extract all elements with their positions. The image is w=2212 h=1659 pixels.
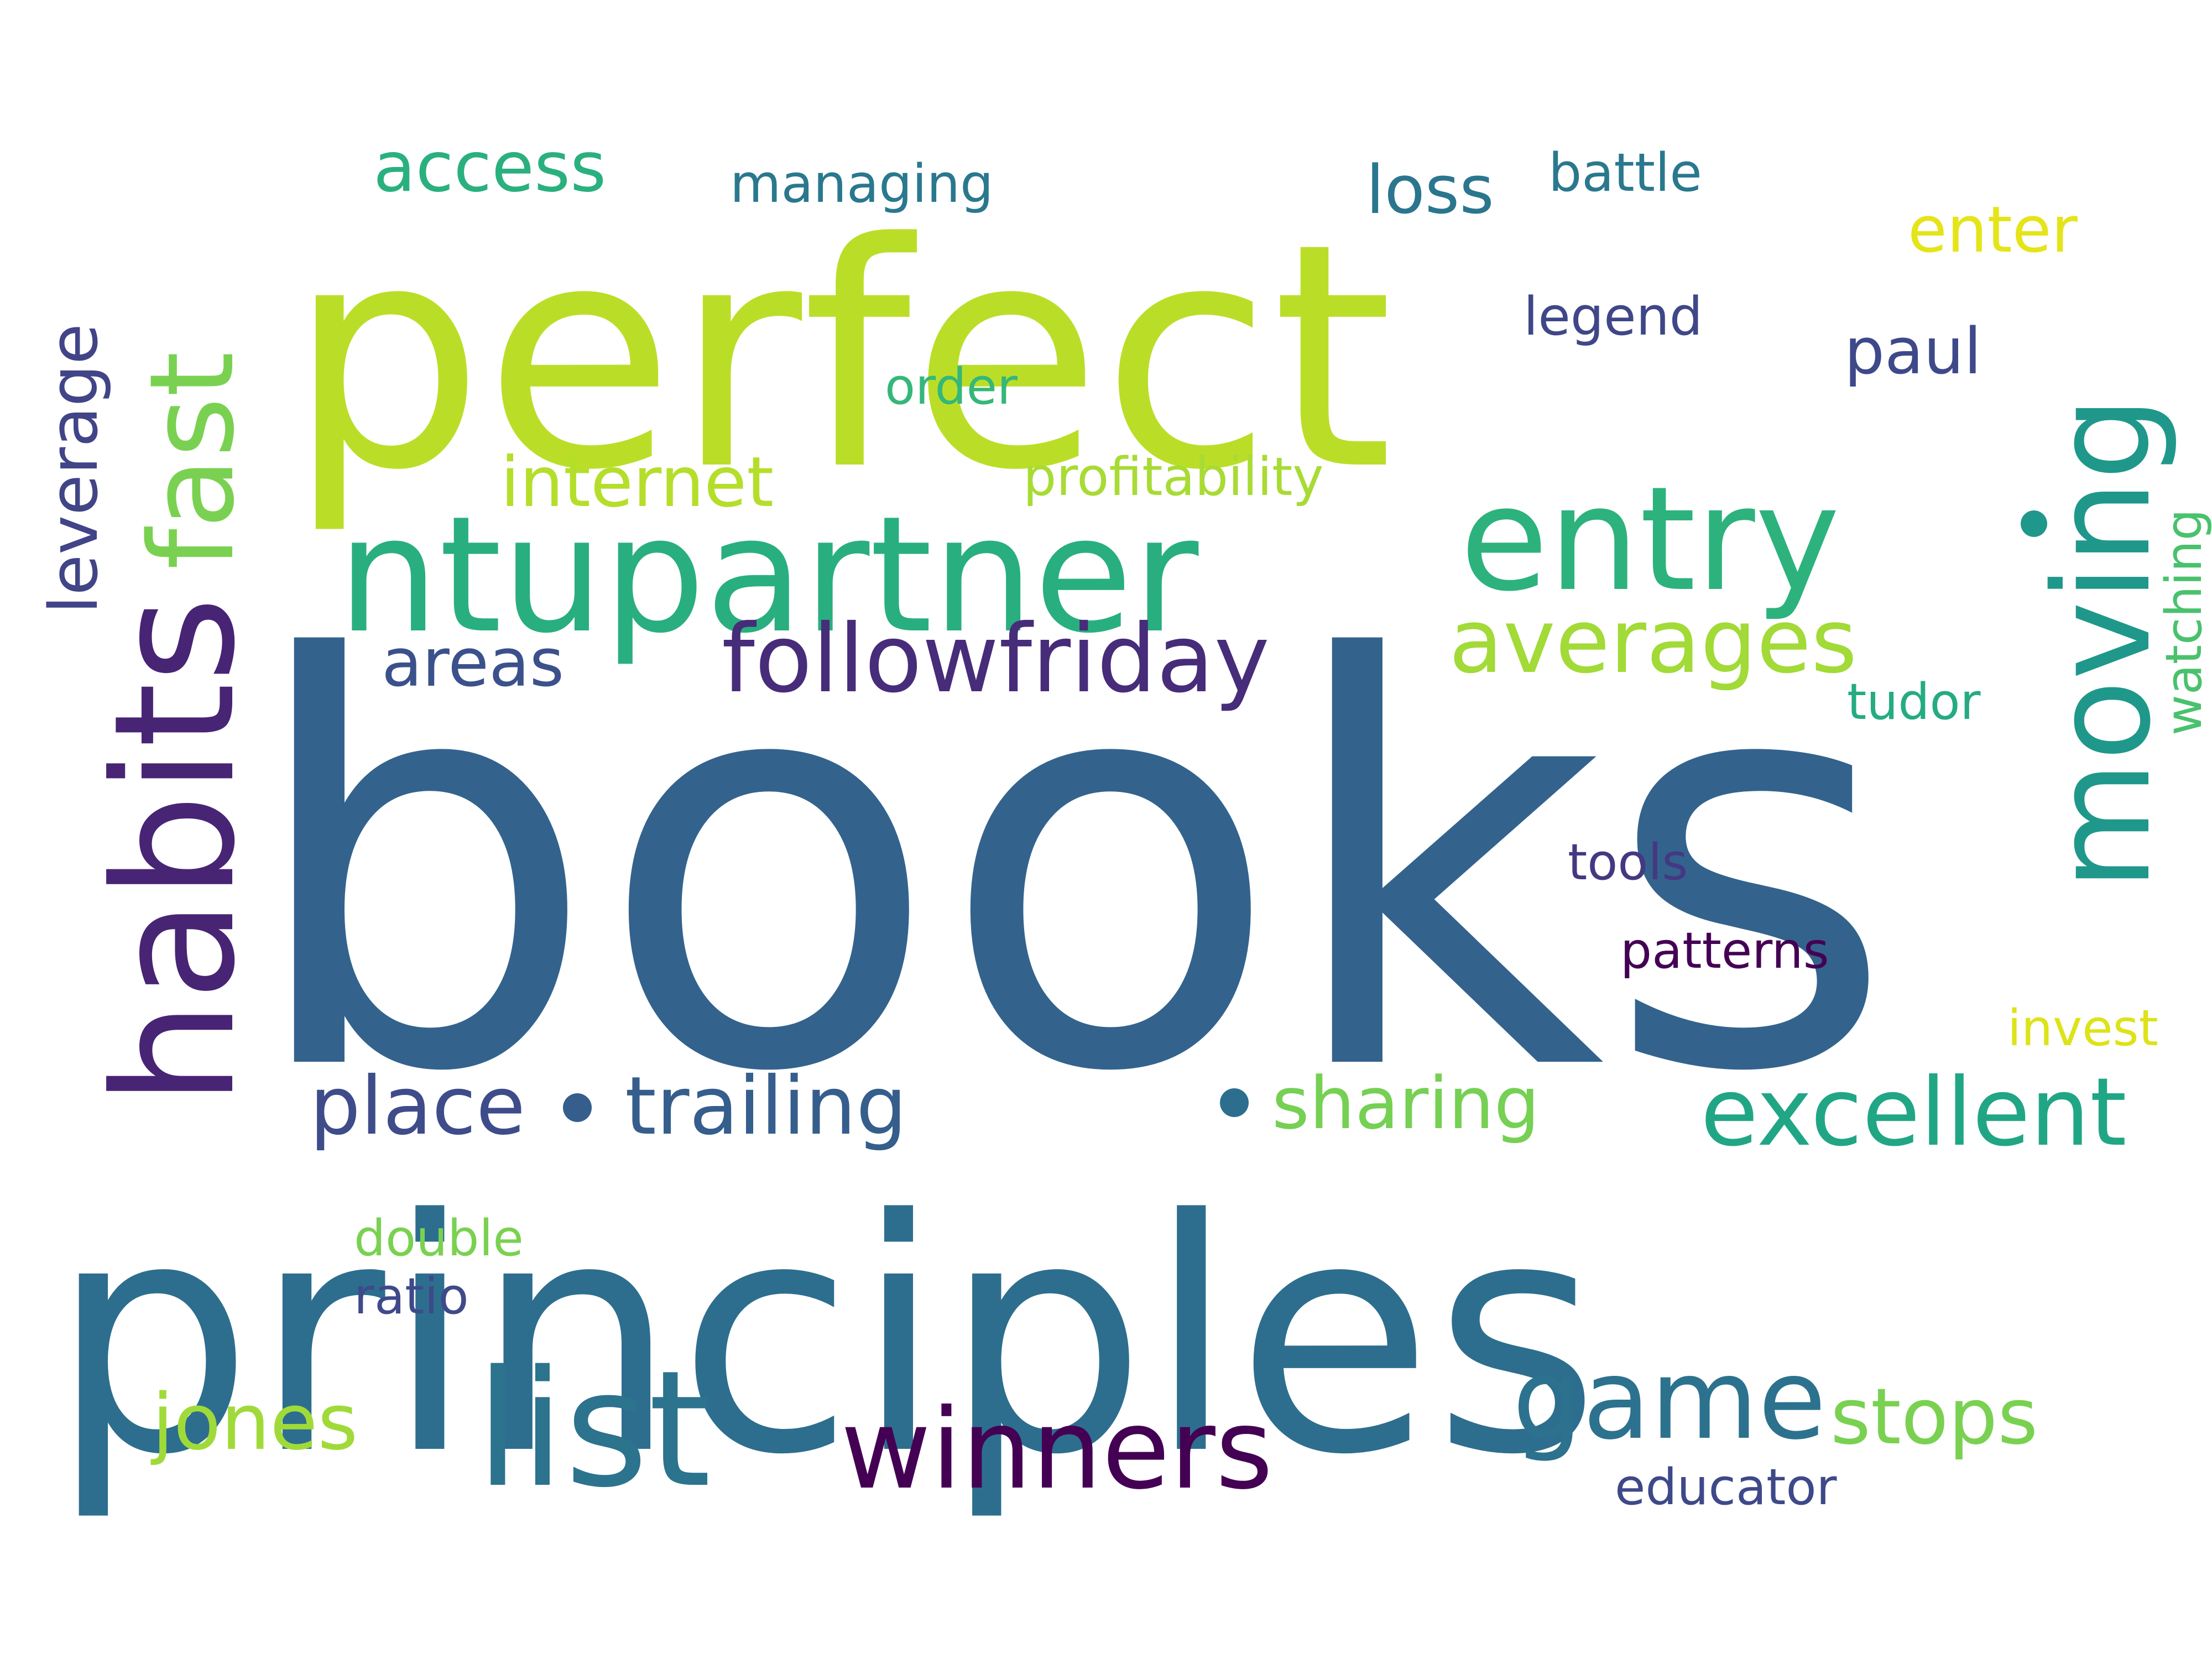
- word: jones: [150, 1378, 358, 1468]
- word: educator: [1615, 1458, 1837, 1516]
- word: access: [373, 127, 606, 207]
- word: internet: [500, 442, 774, 523]
- word: order: [885, 358, 1018, 416]
- word: habits: [79, 596, 272, 1106]
- word: stops: [1830, 1372, 2038, 1462]
- word: averages: [1449, 589, 1857, 693]
- word: ntupartner: [337, 482, 1201, 669]
- word: enter: [1908, 193, 2078, 267]
- word: books: [243, 544, 1896, 1194]
- word: tools: [1568, 833, 1688, 891]
- word: list: [476, 1337, 711, 1523]
- word: battle: [1548, 143, 1702, 204]
- word: game: [1512, 1335, 1826, 1464]
- word: leverage: [36, 324, 113, 614]
- word: principles: [50, 1151, 1600, 1525]
- dot-mark: [2021, 510, 2047, 537]
- word: tudor: [1847, 673, 1981, 731]
- word: legend: [1524, 286, 1703, 347]
- word: sharing: [1272, 1061, 1540, 1145]
- dot-mark: [1220, 1088, 1249, 1117]
- word: paul: [1844, 315, 1981, 389]
- word: loss: [1366, 152, 1494, 229]
- word: patterns: [1620, 922, 1829, 980]
- dot-mark: [563, 1093, 592, 1122]
- word: double: [354, 1209, 524, 1267]
- word: ratio: [354, 1267, 469, 1326]
- word: profitability: [1023, 447, 1324, 508]
- word: moving: [2025, 396, 2180, 890]
- word: invest: [2007, 999, 2158, 1057]
- word: place: [310, 1060, 525, 1153]
- word: watching: [2155, 509, 2212, 735]
- word: excellent: [1700, 1058, 2127, 1167]
- word: perfect: [288, 178, 1393, 538]
- word: managing: [730, 154, 993, 215]
- word: trailing: [625, 1060, 907, 1153]
- word: followfriday: [722, 604, 1270, 714]
- word: entry: [1460, 456, 1840, 623]
- word: winners: [841, 1385, 1273, 1514]
- word: areas: [382, 625, 564, 702]
- word: fast: [124, 352, 260, 570]
